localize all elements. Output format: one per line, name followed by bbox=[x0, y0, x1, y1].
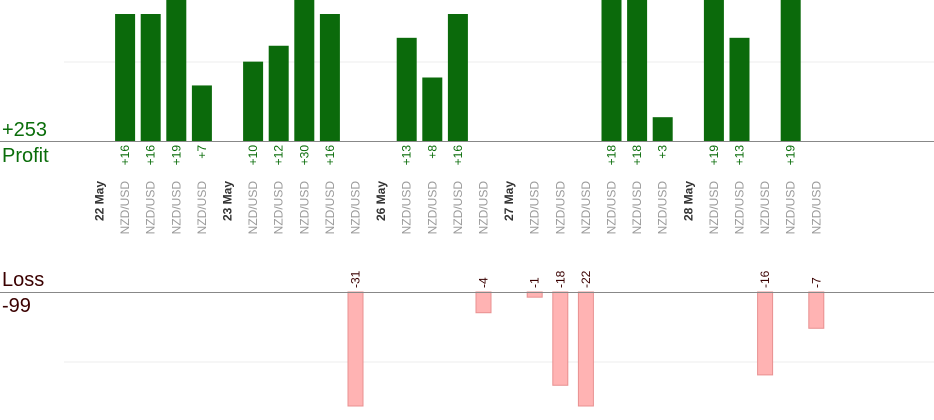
pair-label: NZD/USD bbox=[425, 181, 439, 235]
profit-bar bbox=[601, 0, 622, 141]
pair-label: NZD/USD bbox=[323, 181, 337, 235]
loss-value-label: -31 bbox=[349, 270, 363, 288]
profit-value-label: +13 bbox=[733, 145, 747, 166]
date-label: 22 May bbox=[93, 181, 107, 221]
loss-bar bbox=[808, 291, 825, 329]
pair-label: NZD/USD bbox=[809, 181, 823, 235]
pair-label: NZD/USD bbox=[169, 181, 183, 235]
profit-value-label: +7 bbox=[195, 145, 209, 159]
loss-bar bbox=[347, 291, 364, 407]
profit-bar bbox=[652, 117, 673, 141]
profit-value-label: +19 bbox=[169, 145, 183, 166]
profit-value-label: +16 bbox=[323, 145, 337, 166]
profit-value-label: +19 bbox=[707, 145, 721, 166]
loss-value-label: -7 bbox=[809, 277, 823, 288]
profit-value-label: +18 bbox=[605, 145, 619, 166]
date-label: 28 May bbox=[681, 181, 695, 221]
pair-label: NZD/USD bbox=[784, 181, 798, 235]
profit-bar bbox=[268, 45, 289, 141]
pair-label: NZD/USD bbox=[733, 181, 747, 235]
loss-value-label: -4 bbox=[477, 277, 491, 288]
loss-bar bbox=[757, 291, 774, 376]
pair-label: NZD/USD bbox=[400, 181, 414, 235]
pair-label: NZD/USD bbox=[579, 181, 593, 235]
pair-label: NZD/USD bbox=[272, 181, 286, 235]
profit-value-label: +8 bbox=[425, 145, 439, 159]
pair-label: NZD/USD bbox=[297, 181, 311, 235]
profit-bar bbox=[729, 37, 750, 141]
profit-bar bbox=[191, 85, 212, 141]
profit-bar bbox=[294, 0, 315, 141]
profit-total: +253 bbox=[2, 119, 48, 141]
profit-bar bbox=[166, 0, 187, 141]
profit-value-label: +13 bbox=[400, 145, 414, 166]
pair-label: NZD/USD bbox=[246, 181, 260, 235]
profit-value-labels: +16 +16 +19 +7 +10 +12 +30 +16 +13 +8 +16 +18 +18 +3 +… bbox=[118, 145, 798, 166]
pair-label: NZD/USD bbox=[605, 181, 619, 235]
profit-bar bbox=[319, 14, 340, 141]
profit-value-label: +30 bbox=[297, 145, 311, 166]
profit-value-label: +16 bbox=[118, 145, 132, 166]
profit-bar bbox=[422, 77, 443, 141]
loss-title: Loss bbox=[2, 269, 45, 291]
profit-bar bbox=[627, 0, 648, 141]
profit-bar bbox=[703, 0, 724, 141]
profit-value-label: +19 bbox=[784, 145, 798, 166]
date-label: 26 May bbox=[374, 181, 388, 221]
loss-bar bbox=[577, 291, 594, 407]
profit-bar bbox=[447, 14, 468, 141]
profit-value-label: +12 bbox=[272, 145, 286, 166]
pair-label: NZD/USD bbox=[451, 181, 465, 235]
profit-value-label: +16 bbox=[144, 145, 158, 166]
profit-bar bbox=[140, 14, 161, 141]
pair-label: NZD/USD bbox=[118, 181, 132, 235]
profit-title: Profit bbox=[2, 145, 49, 167]
pair-label: NZD/USD bbox=[144, 181, 158, 235]
pair-label: NZD/USD bbox=[630, 181, 644, 235]
profit-value-label: +10 bbox=[246, 145, 260, 166]
category-labels: 22 May NZD/USD NZD/USD NZD/USD NZD/USD 23 May… bbox=[93, 181, 824, 235]
loss-bars bbox=[347, 291, 825, 407]
loss-value-label: -22 bbox=[579, 270, 593, 288]
loss-bar bbox=[552, 291, 569, 386]
profit-bar bbox=[115, 14, 136, 141]
profit-value-label: +16 bbox=[451, 145, 465, 166]
profit-bar bbox=[243, 61, 264, 141]
pair-label: NZD/USD bbox=[528, 181, 542, 235]
loss-value-label: -1 bbox=[528, 277, 542, 288]
loss-total: -99 bbox=[2, 295, 31, 317]
loss-bar bbox=[475, 291, 492, 314]
pair-label: NZD/USD bbox=[656, 181, 670, 235]
pair-label: NZD/USD bbox=[195, 181, 209, 235]
profit-bar bbox=[780, 0, 801, 141]
profit-value-label: +3 bbox=[656, 145, 670, 159]
pair-label: NZD/USD bbox=[349, 181, 363, 235]
profit-bar bbox=[396, 37, 417, 141]
pair-label: NZD/USD bbox=[553, 181, 567, 235]
date-label: 23 May bbox=[221, 181, 235, 221]
pair-label: NZD/USD bbox=[477, 181, 491, 235]
date-label: 27 May bbox=[502, 181, 516, 221]
pair-label: NZD/USD bbox=[758, 181, 772, 235]
loss-value-labels: -31 -4 -1 -18 -22 -16 -7 bbox=[349, 270, 824, 288]
profit-bars bbox=[115, 0, 801, 141]
loss-value-label: -16 bbox=[758, 270, 772, 288]
pair-label: NZD/USD bbox=[707, 181, 721, 235]
profit-value-label: +18 bbox=[630, 145, 644, 166]
loss-value-label: -18 bbox=[553, 270, 567, 288]
